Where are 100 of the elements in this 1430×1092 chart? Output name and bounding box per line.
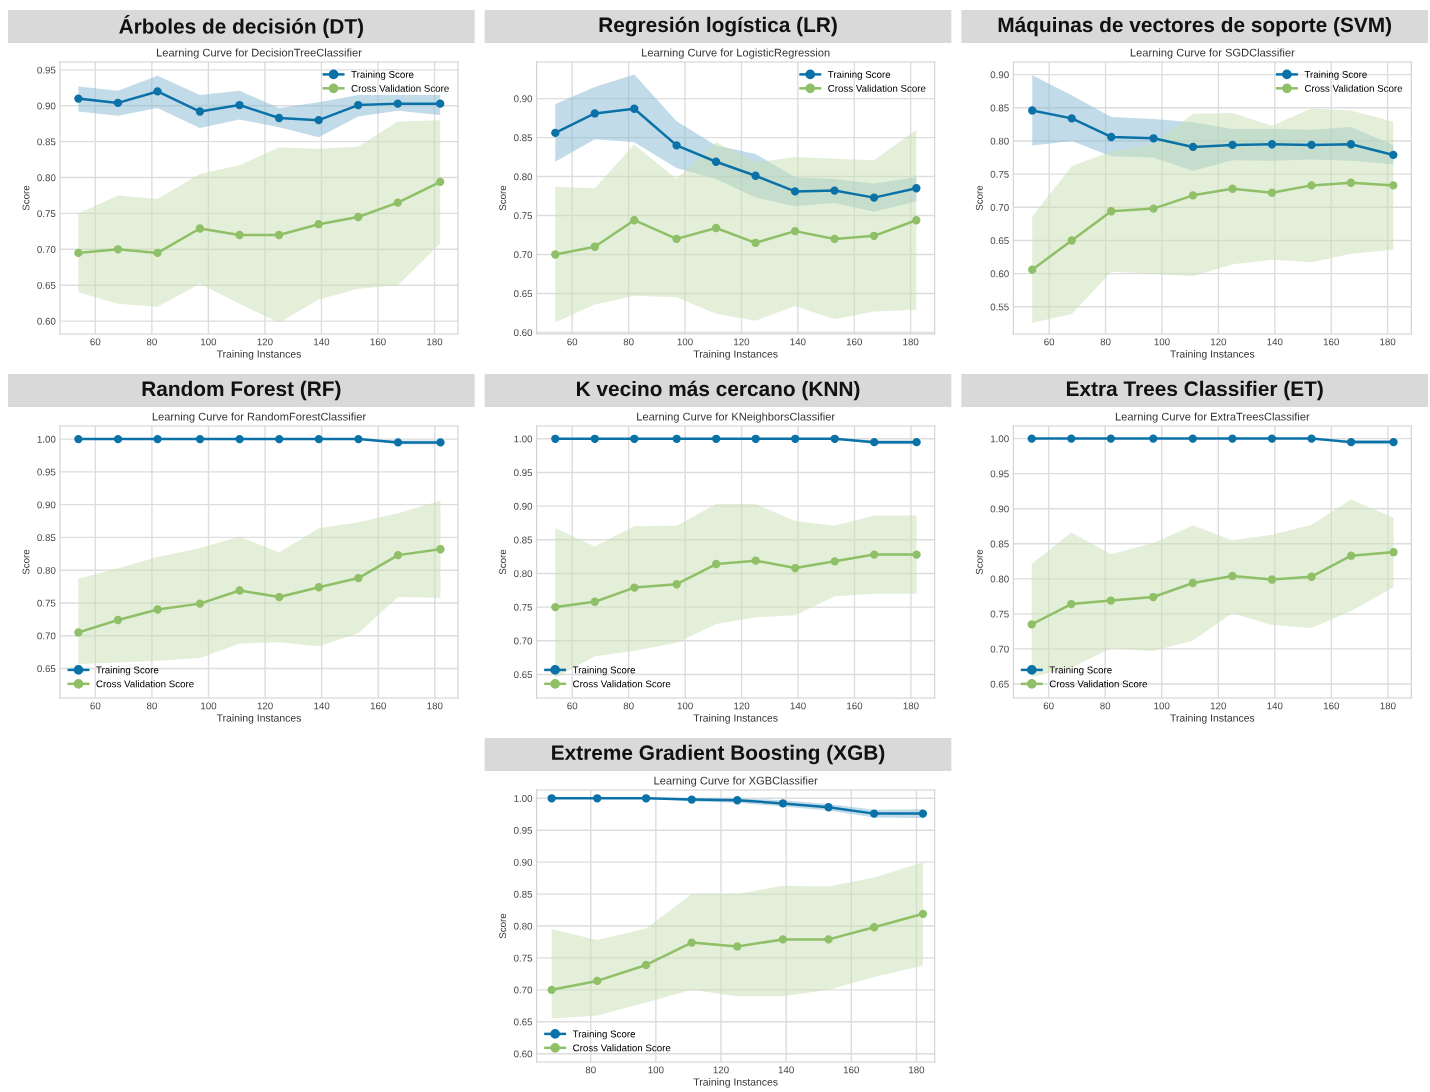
y-tick-label: 0.70 <box>513 251 533 259</box>
x-axis-title: Training Instances <box>693 350 778 360</box>
point <box>551 128 560 138</box>
point <box>113 245 123 254</box>
chart-title: Regresión logística (LR) <box>599 16 837 37</box>
point <box>912 550 921 559</box>
point <box>590 597 599 606</box>
x-tick-label: 100 <box>1154 702 1170 710</box>
x-tick-label: 180 <box>1380 702 1396 710</box>
x-tick-label: 80 <box>146 338 157 346</box>
x-axis-title: Training Instances <box>216 350 301 360</box>
point <box>1028 106 1037 115</box>
x-tick-label: 80 <box>146 702 157 710</box>
point <box>593 976 602 986</box>
legend-label: Cross Validation Score <box>1049 680 1148 688</box>
x-tick-label: 60 <box>90 702 101 710</box>
y-tick-label: 0.80 <box>37 174 56 182</box>
x-axis-title: Training Instances <box>1170 714 1255 724</box>
point <box>235 586 244 595</box>
point <box>824 935 833 944</box>
y-tick-label: 0.90 <box>37 501 56 509</box>
x-tick-label: 60 <box>1044 338 1055 346</box>
y-tick-label: 0.65 <box>37 281 56 289</box>
point <box>751 171 760 180</box>
point <box>1389 150 1398 160</box>
point <box>733 942 742 951</box>
y-tick-label: 0.90 <box>513 502 533 510</box>
point <box>1027 620 1036 629</box>
point <box>1346 437 1356 447</box>
point <box>791 434 800 443</box>
point <box>830 557 839 566</box>
x-tick-label: 180 <box>903 702 919 710</box>
point <box>918 809 928 818</box>
point <box>630 104 639 113</box>
point <box>393 198 402 207</box>
point <box>436 438 445 447</box>
chart-title: Árboles de decisión (DT) <box>119 15 364 38</box>
y-axis-title: Score <box>975 185 983 211</box>
point <box>1188 142 1198 152</box>
y-tick-label: 0.75 <box>513 212 533 220</box>
point <box>275 434 284 444</box>
chart-title: Máquinas de vectores de soporte (SVM) <box>998 16 1392 37</box>
x-tick-label: 60 <box>1043 702 1054 710</box>
legend-label: Training Score <box>1049 666 1112 676</box>
y-tick-label: 0.85 <box>513 134 533 142</box>
legend-label: Training Score <box>1304 70 1367 80</box>
point <box>113 434 123 444</box>
point <box>235 230 244 240</box>
point <box>1307 181 1316 190</box>
point <box>195 599 205 608</box>
y-tick-label: 0.95 <box>513 469 533 477</box>
legend-label: Training Score <box>827 70 891 80</box>
point <box>1188 191 1198 200</box>
point <box>590 109 599 118</box>
point <box>436 99 445 108</box>
y-tick-label: 0.60 <box>513 1050 533 1058</box>
y-tick-label: 0.75 <box>513 603 533 611</box>
chart-title: K vecino más cercano (KNN) <box>577 380 860 401</box>
x-tick-label: 140 <box>1267 338 1283 346</box>
point <box>712 559 721 569</box>
x-tick-label: 140 <box>790 338 806 346</box>
x-tick-label: 80 <box>1100 338 1111 346</box>
x-tick-label: 120 <box>1211 338 1227 346</box>
legend-label: Cross Validation Score <box>828 84 926 92</box>
y-tick-label: 0.55 <box>990 303 1009 311</box>
y-tick-label: 1.00 <box>514 795 533 802</box>
point <box>672 434 681 443</box>
chart-title: Extra Trees Classifier (ET) <box>1066 380 1323 401</box>
point <box>1267 188 1277 197</box>
point <box>672 141 681 150</box>
point <box>733 796 742 805</box>
legend-label: Cross Validation Score <box>1304 84 1403 92</box>
point <box>870 550 879 559</box>
y-tick-label: 0.80 <box>513 570 533 578</box>
x-axis-title: Training Instances <box>216 714 301 724</box>
point <box>314 220 323 229</box>
chart-subtitle: Learning Curve for KNeighborsClassifier <box>637 412 835 423</box>
point <box>687 938 696 947</box>
point <box>354 100 363 110</box>
y-tick-label: 0.85 <box>37 534 56 542</box>
chart-subtitle: Learning Curve for DecisionTreeClassifier <box>157 48 362 59</box>
y-tick-label: 0.60 <box>37 317 56 325</box>
point <box>790 187 800 196</box>
x-tick-label: 180 <box>427 338 443 346</box>
y-tick-label: 0.85 <box>37 138 56 146</box>
x-tick-label: 180 <box>909 1066 925 1074</box>
point <box>1067 434 1076 443</box>
point <box>235 434 244 444</box>
point <box>1106 434 1116 443</box>
x-tick-label: 60 <box>90 338 101 346</box>
point <box>1067 114 1076 123</box>
point <box>153 87 162 96</box>
point <box>630 583 639 592</box>
y-tick-label: 0.90 <box>37 102 56 110</box>
point <box>314 583 323 592</box>
point <box>1389 437 1398 447</box>
y-tick-label: 0.65 <box>990 680 1009 688</box>
y-tick-label: 0.90 <box>513 95 533 103</box>
x-tick-label: 80 <box>585 1066 596 1074</box>
point <box>436 177 445 187</box>
